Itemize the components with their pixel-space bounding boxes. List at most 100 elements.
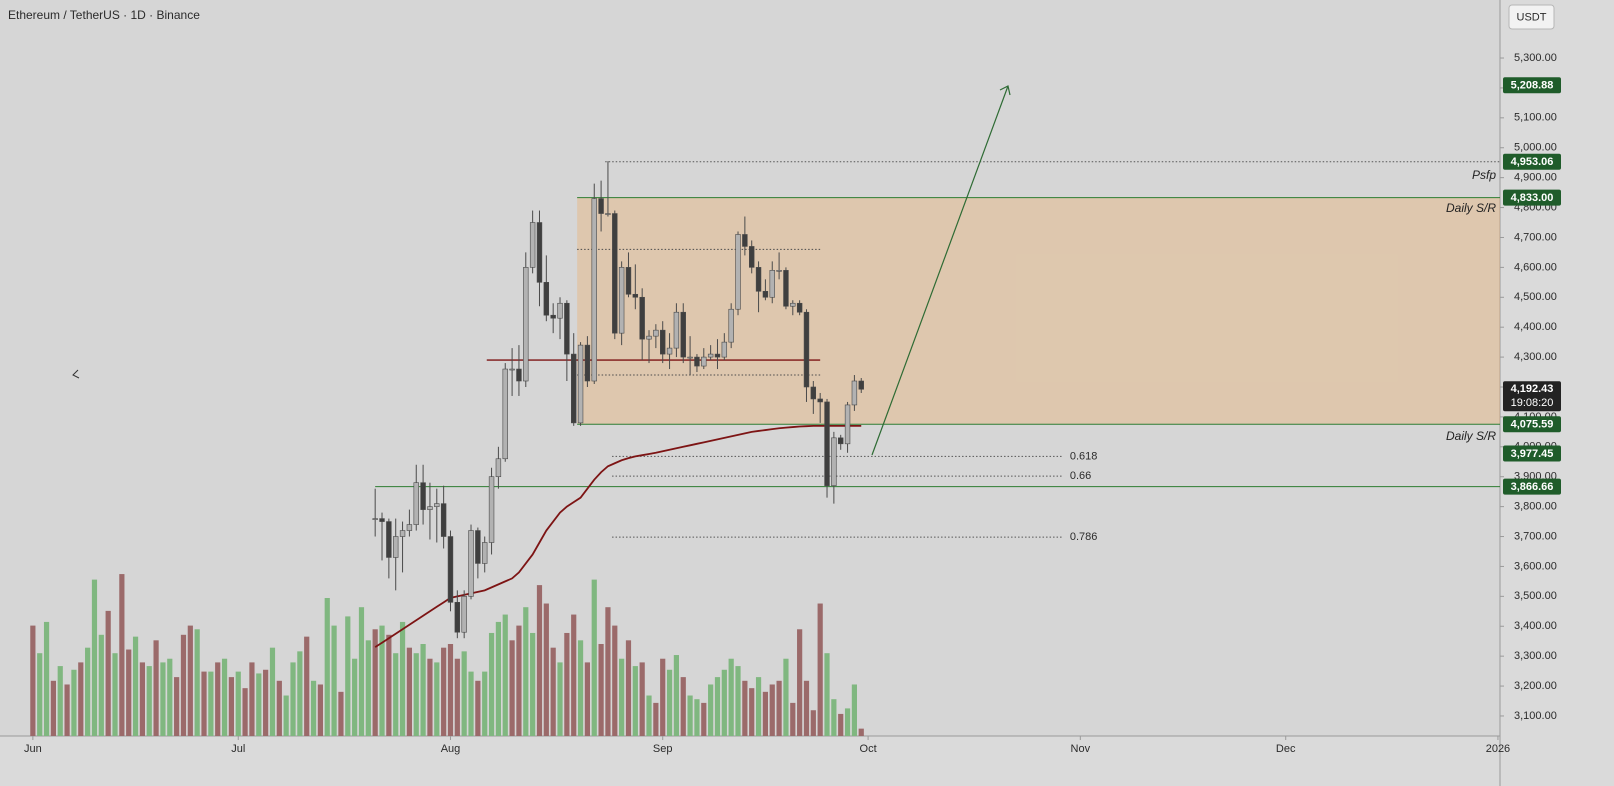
volume-bar: [139, 662, 146, 736]
volume-bar: [290, 662, 296, 736]
candle-body: [796, 302, 803, 313]
volume-bar: [632, 666, 638, 736]
volume-bar: [132, 636, 139, 736]
candle-body: [447, 536, 454, 603]
candle-body: [721, 341, 728, 358]
volume-bar: [838, 713, 844, 736]
price-label-box: [1503, 445, 1561, 462]
moving-average: [374, 424, 862, 648]
volume-bar: [660, 658, 666, 736]
volume-bar: [817, 603, 823, 736]
y-tick-label: 3,200.00: [1514, 680, 1557, 692]
y-tick-label: 3,300.00: [1514, 650, 1557, 662]
y-tick-label: 4,700.00: [1514, 231, 1557, 243]
volume-bar: [126, 649, 132, 736]
y-tick-label: 4,600.00: [1514, 261, 1557, 273]
y-tick-label: 4,900.00: [1514, 172, 1557, 184]
volume-bar: [502, 614, 508, 736]
volume-bar: [37, 653, 43, 736]
volume-bar: [810, 710, 816, 736]
volume-bar: [742, 680, 748, 736]
volume-bar: [263, 669, 269, 736]
volume-bar: [721, 669, 727, 736]
volume-bar: [242, 688, 248, 736]
y-tick-label: 5,100.00: [1514, 112, 1557, 124]
candle-body: [406, 524, 413, 531]
volume-bar: [420, 644, 426, 736]
volume-bar: [249, 662, 255, 736]
volume-bar: [269, 647, 276, 736]
volume-bar: [831, 699, 837, 736]
volume-bar: [187, 625, 193, 736]
candle-body: [680, 311, 686, 358]
price-label: 4,075.59: [1511, 419, 1554, 431]
candle-body: [625, 267, 632, 295]
currency-label[interactable]: USDT: [1517, 11, 1547, 23]
volume-bar: [646, 695, 652, 736]
candle-body: [523, 267, 529, 382]
x-tick-label: Jul: [231, 743, 245, 755]
x-tick-label: Nov: [1071, 743, 1091, 755]
fib-label: 0.786: [1070, 531, 1098, 543]
x-tick-label: Aug: [441, 743, 461, 755]
candle-body: [571, 353, 577, 424]
candle-body: [584, 344, 591, 382]
y-tick-label: 5,300.00: [1514, 52, 1557, 64]
volume-bar: [762, 691, 769, 736]
candle-body: [482, 542, 488, 564]
candle-body: [427, 506, 433, 510]
candle-body: [728, 308, 734, 343]
price-label: 4,833.00: [1511, 192, 1554, 204]
volume-bar: [550, 647, 556, 736]
volume-bar: [283, 695, 289, 736]
y-tick-label: 4,400.00: [1514, 321, 1557, 333]
candle-body: [612, 213, 618, 334]
y-tick-label: 3,500.00: [1514, 590, 1557, 602]
candle-body: [817, 398, 823, 403]
price-label-box: [1503, 478, 1561, 495]
candle-body: [495, 458, 502, 478]
price-label-box: [1503, 153, 1561, 170]
volume-bar: [625, 640, 632, 736]
candle-body: [509, 368, 515, 371]
volume-bar: [680, 677, 686, 736]
volume-bar: [824, 653, 830, 736]
volume-bar: [523, 607, 529, 736]
fib-label: 0.66: [1070, 470, 1091, 482]
volume-bar: [85, 647, 91, 736]
candle-body: [851, 380, 858, 406]
candle-body: [536, 222, 543, 283]
candle-body: [386, 521, 392, 558]
volume-bar: [557, 662, 563, 736]
volume-bar: [119, 574, 125, 736]
annotation: Daily S/R: [1446, 429, 1496, 443]
candle-body: [413, 482, 419, 525]
y-tick-label: 3,800.00: [1514, 501, 1557, 513]
candle-body: [776, 270, 782, 272]
volume-bar: [276, 680, 282, 736]
volume-bar: [728, 658, 734, 736]
currency-button[interactable]: [1508, 4, 1555, 30]
x-tick-label: Oct: [860, 743, 877, 755]
x-tick-label: Dec: [1276, 743, 1296, 755]
volume-bar: [851, 684, 858, 736]
volume-bar: [441, 647, 447, 736]
annotation: Daily S/R: [1446, 201, 1496, 215]
volume-bar: [64, 684, 70, 736]
current-price: 4,192.43: [1511, 383, 1554, 395]
y-tick-label: 3,600.00: [1514, 560, 1557, 572]
volume-bar: [797, 629, 803, 736]
volume-bar: [160, 662, 166, 736]
candle-body: [550, 314, 556, 319]
volume-bar: [406, 647, 413, 736]
y-tick-label: 4,500.00: [1514, 291, 1557, 303]
volume-bar: [50, 680, 57, 736]
volume-bar: [666, 669, 673, 736]
volume-bar: [105, 610, 111, 736]
candle-body: [831, 437, 837, 486]
chart-title: Ethereum / TetherUS · 1D · Binance: [8, 8, 200, 22]
y-tick-label: 3,700.00: [1514, 530, 1557, 542]
volume-bar: [783, 658, 789, 736]
volume-bar: [352, 658, 358, 736]
